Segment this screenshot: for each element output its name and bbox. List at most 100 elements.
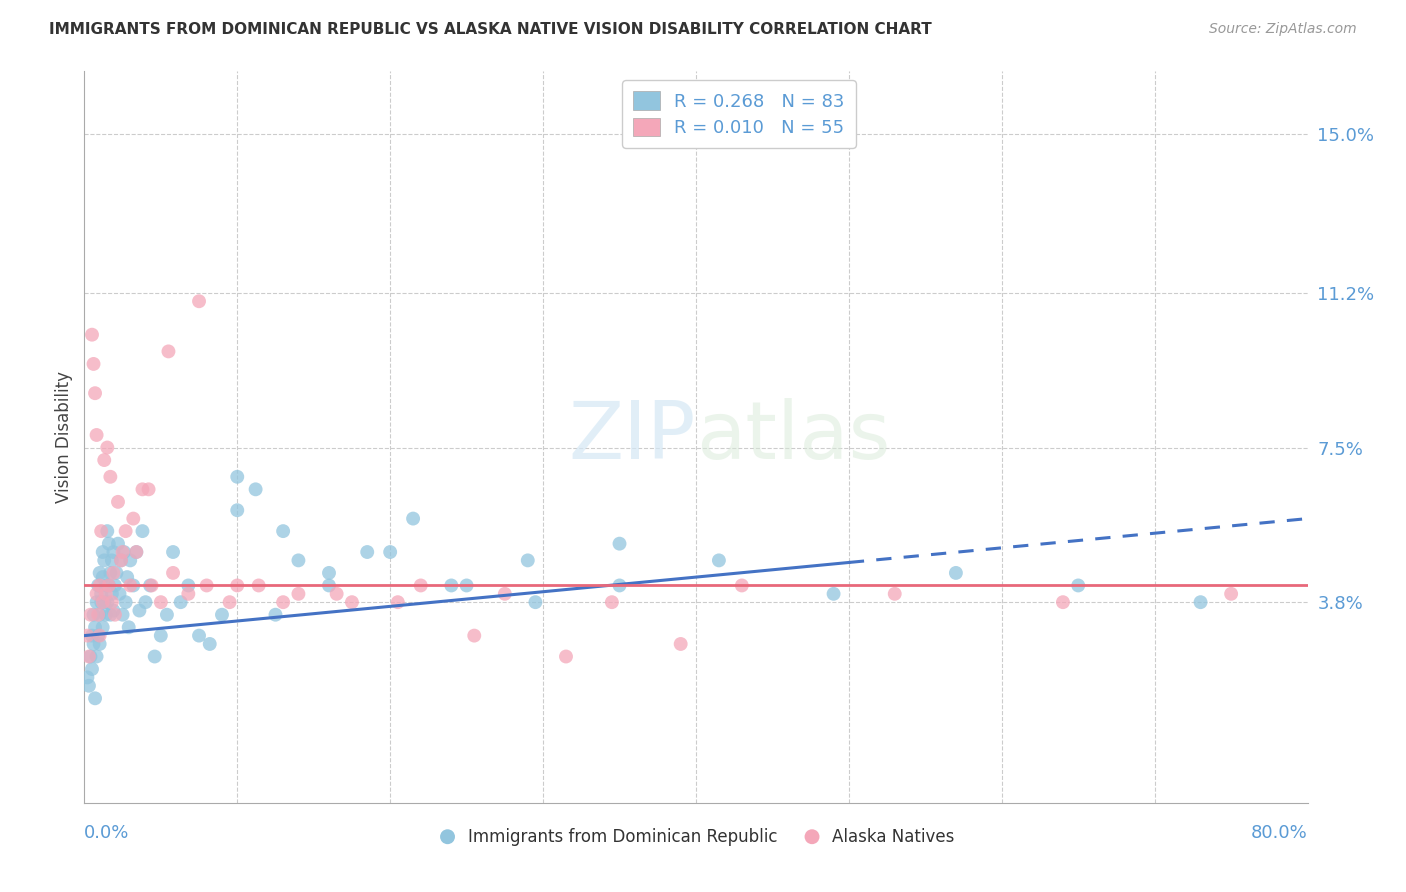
Point — [409, 578, 432, 592]
Point — [94, 587, 117, 601]
Point — [86, 595, 108, 609]
Point — [149, 629, 172, 643]
Point — [104, 578, 127, 592]
Y-axis label: Vision Disability: Vision Disability — [55, 371, 73, 503]
Point — [91, 620, 114, 634]
Point — [107, 536, 129, 550]
Point — [97, 578, 120, 592]
Point — [107, 495, 129, 509]
Point — [84, 386, 107, 401]
Point — [86, 587, 108, 601]
Point — [609, 578, 631, 592]
Point — [83, 357, 105, 371]
Text: ZIP: ZIP — [568, 398, 696, 476]
Point — [90, 524, 112, 538]
Point — [103, 566, 125, 580]
Point — [188, 629, 211, 643]
Point — [120, 578, 142, 592]
Point — [93, 553, 115, 567]
Point — [1052, 595, 1074, 609]
Point — [380, 545, 402, 559]
Point — [84, 620, 107, 634]
Point — [1067, 578, 1090, 592]
Point — [83, 607, 105, 622]
Point — [600, 595, 623, 609]
Point — [883, 587, 905, 601]
Text: Source: ZipAtlas.com: Source: ZipAtlas.com — [1209, 22, 1357, 37]
Point — [105, 566, 128, 580]
Point — [120, 553, 142, 567]
Text: 0.0%: 0.0% — [84, 823, 129, 842]
Point — [177, 578, 200, 592]
Point — [218, 595, 240, 609]
Point — [111, 607, 134, 622]
Point — [669, 637, 692, 651]
Point — [89, 578, 111, 592]
Point — [211, 607, 233, 622]
Point — [96, 441, 118, 455]
Point — [195, 578, 218, 592]
Point — [162, 566, 184, 580]
Point — [247, 578, 270, 592]
Point — [87, 629, 110, 643]
Point — [101, 587, 124, 601]
Point — [226, 578, 249, 592]
Point — [516, 553, 538, 567]
Point — [110, 553, 132, 567]
Point — [198, 637, 221, 651]
Point — [79, 649, 101, 664]
Point — [98, 470, 121, 484]
Point — [76, 670, 98, 684]
Point — [90, 587, 112, 601]
Point — [149, 595, 172, 609]
Point — [114, 524, 136, 538]
Point — [93, 453, 115, 467]
Point — [131, 524, 153, 538]
Point — [83, 637, 105, 651]
Point — [77, 679, 100, 693]
Point — [89, 637, 111, 651]
Point — [94, 607, 117, 622]
Point — [456, 578, 478, 592]
Legend: Immigrants from Dominican Republic, Alaska Natives: Immigrants from Dominican Republic, Alas… — [430, 822, 962, 853]
Point — [111, 545, 134, 559]
Point — [108, 587, 131, 601]
Point — [97, 578, 120, 592]
Point — [177, 587, 200, 601]
Point — [91, 570, 114, 584]
Point — [76, 629, 98, 643]
Point — [287, 587, 309, 601]
Point — [89, 607, 111, 622]
Point — [318, 566, 340, 580]
Point — [125, 545, 148, 559]
Point — [97, 536, 120, 550]
Point — [122, 578, 145, 592]
Point — [131, 483, 153, 497]
Point — [122, 511, 145, 525]
Point — [91, 595, 114, 609]
Point — [80, 662, 103, 676]
Point — [86, 649, 108, 664]
Point — [96, 524, 118, 538]
Point — [135, 595, 157, 609]
Point — [609, 536, 631, 550]
Point — [156, 607, 179, 622]
Point — [101, 553, 124, 567]
Point — [524, 595, 547, 609]
Point — [226, 470, 249, 484]
Point — [1189, 595, 1212, 609]
Point — [89, 566, 111, 580]
Point — [103, 603, 125, 617]
Point — [823, 587, 845, 601]
Point — [402, 511, 425, 525]
Point — [325, 587, 347, 601]
Point — [356, 545, 378, 559]
Point — [271, 524, 294, 538]
Point — [84, 691, 107, 706]
Point — [245, 483, 267, 497]
Point — [387, 595, 409, 609]
Point — [101, 595, 124, 609]
Point — [94, 578, 117, 592]
Point — [90, 595, 112, 609]
Point — [141, 578, 163, 592]
